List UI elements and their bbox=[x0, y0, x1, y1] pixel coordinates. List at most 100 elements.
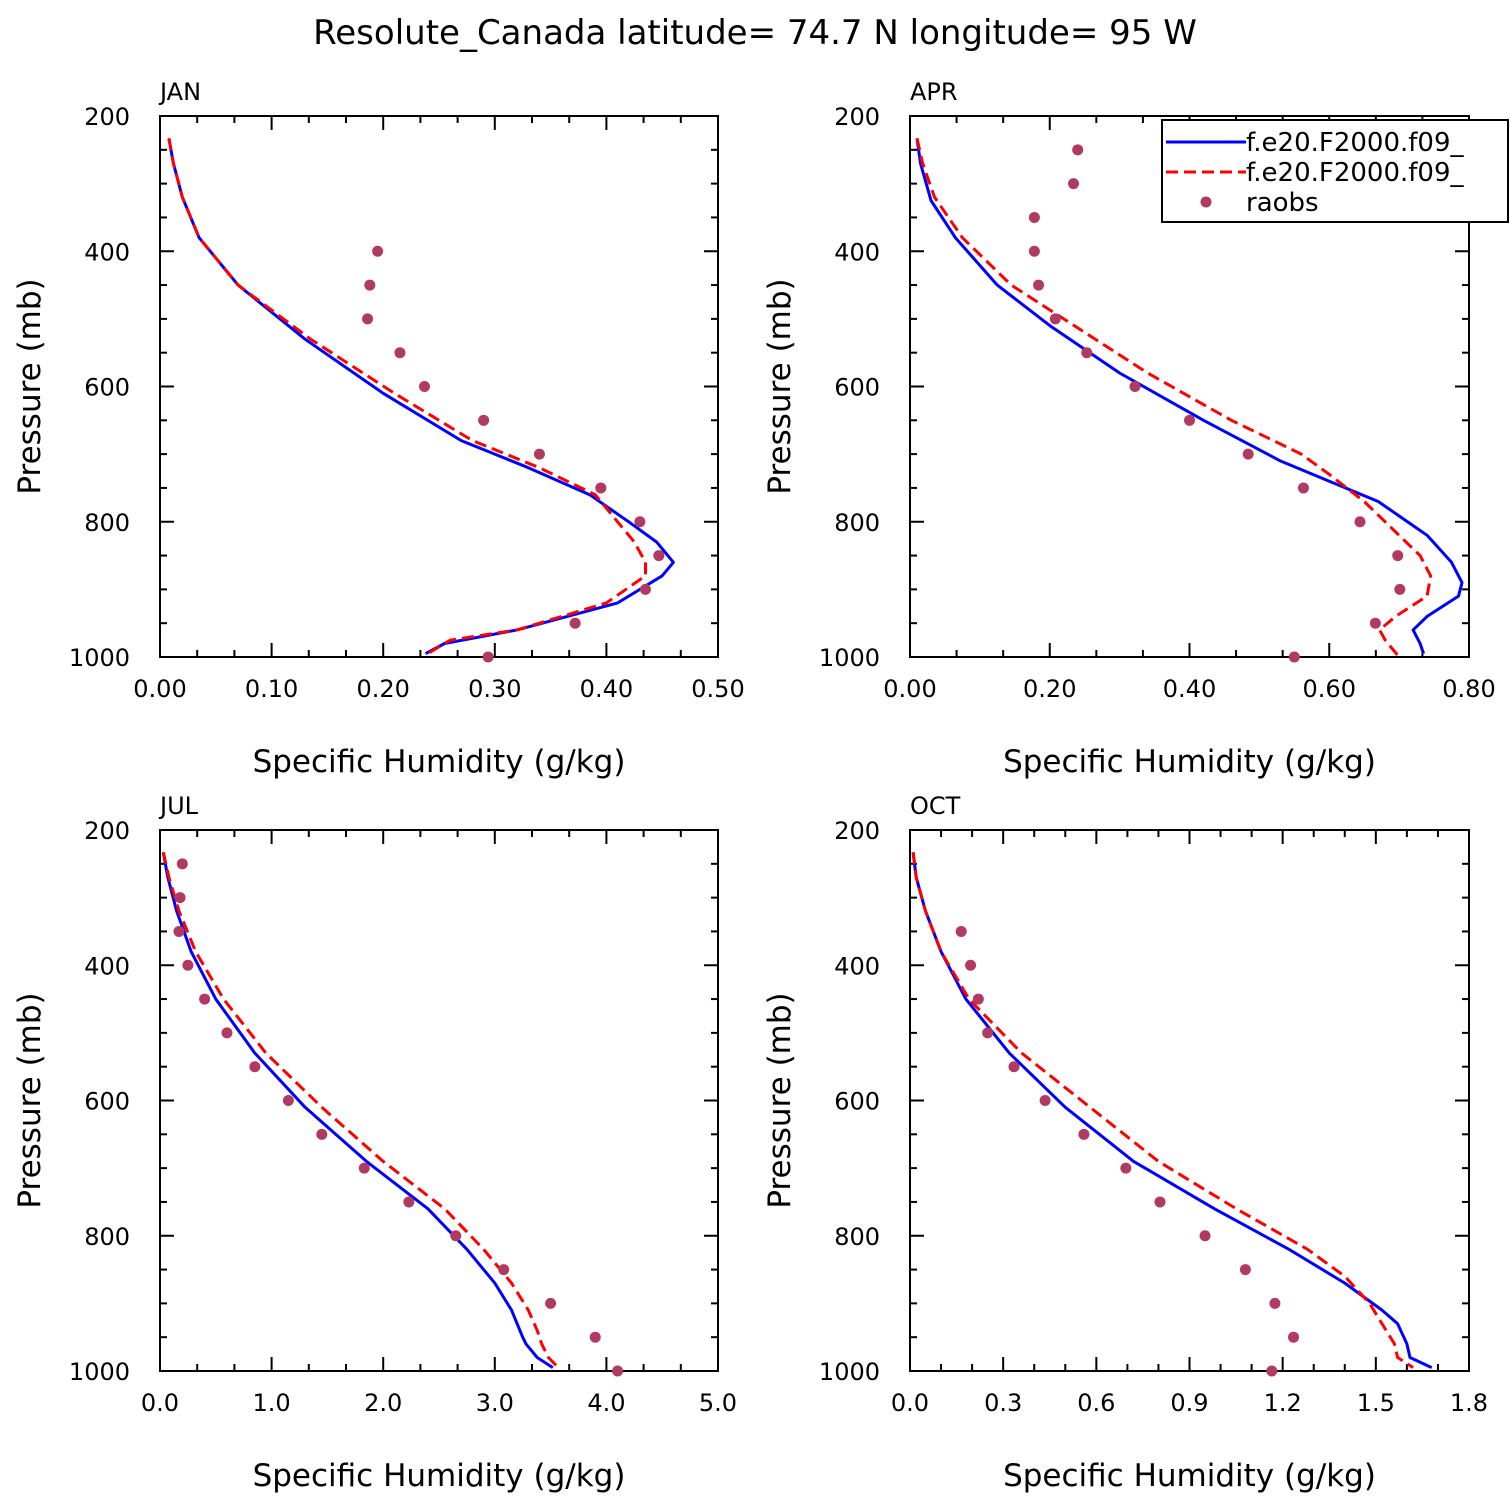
legend-swatch-3 bbox=[1200, 196, 1212, 208]
raobs-point bbox=[174, 892, 186, 904]
y-tick-label: 800 bbox=[834, 509, 880, 537]
series-line-1 bbox=[915, 138, 1464, 655]
x-tick-label: 0.30 bbox=[468, 675, 521, 703]
raobs-point bbox=[199, 993, 211, 1005]
y-tick-label: 600 bbox=[84, 1088, 130, 1116]
x-tick-label: 0.20 bbox=[1023, 675, 1076, 703]
y-axis-title: Pressure (mb) bbox=[12, 992, 48, 1208]
x-tick-label: 0.40 bbox=[580, 675, 633, 703]
raobs-point bbox=[316, 1128, 328, 1140]
raobs-point bbox=[1269, 1297, 1281, 1309]
x-tick-label: 1.0 bbox=[253, 1389, 291, 1417]
legend-entry-2: f.e20.F2000.f09_ bbox=[1246, 158, 1464, 188]
panel-oct: OCT 0.0 0.3 0.6 0.9 1.2 1.5 1.8 200 400 600 800 1000… bbox=[762, 792, 1488, 1494]
raobs-point bbox=[1184, 414, 1195, 426]
panel-jan: JAN 0.00 0.10 0.20 0.30 0.40 0.50 200 400 600 800 1… bbox=[12, 78, 745, 780]
raobs-point bbox=[1049, 313, 1061, 325]
raobs-point bbox=[221, 1027, 233, 1039]
y-tick-label: 800 bbox=[834, 1223, 880, 1251]
raobs-point bbox=[965, 959, 977, 971]
y-tick-label: 1000 bbox=[69, 644, 130, 672]
x-tick-label: 0.20 bbox=[356, 675, 409, 703]
y-tick-label: 400 bbox=[84, 952, 130, 980]
raobs-points bbox=[1028, 144, 1406, 663]
y-axis-title: Pressure (mb) bbox=[12, 278, 48, 494]
series-line-2 bbox=[911, 852, 1414, 1369]
raobs-point bbox=[1154, 1196, 1166, 1208]
y-tick-label: 400 bbox=[834, 238, 880, 266]
y-tick-label: 600 bbox=[834, 374, 880, 402]
y-tick-label: 200 bbox=[834, 103, 880, 131]
raobs-point bbox=[972, 993, 984, 1005]
series-line-1 bbox=[911, 852, 1433, 1369]
raobs-point bbox=[1129, 381, 1141, 392]
x-tick-label: 0.10 bbox=[245, 675, 298, 703]
plot-frame bbox=[909, 829, 1470, 1372]
raobs-point bbox=[498, 1264, 510, 1276]
legend-entry-3: raobs bbox=[1246, 188, 1319, 218]
raobs-point bbox=[362, 313, 374, 325]
raobs-points bbox=[173, 858, 624, 1377]
x-tick-label: 2.0 bbox=[364, 1389, 402, 1417]
panel-label: APR bbox=[910, 78, 958, 106]
y-tick-label: 1000 bbox=[819, 1358, 880, 1386]
raobs-point bbox=[364, 279, 376, 291]
y-tick-label: 200 bbox=[84, 103, 130, 131]
series-line-2 bbox=[915, 137, 1433, 658]
panel-label: JUL bbox=[158, 792, 199, 820]
y-tick-label: 600 bbox=[84, 374, 130, 402]
x-tick-label: 5.0 bbox=[699, 1389, 737, 1417]
raobs-point bbox=[1288, 1331, 1300, 1343]
x-tick-label: 0.60 bbox=[1303, 675, 1356, 703]
raobs-point bbox=[1120, 1162, 1132, 1174]
x-axis-title: Specific Humidity (g/kg) bbox=[253, 1458, 626, 1494]
x-tick-label: 0.00 bbox=[883, 675, 936, 703]
raobs-point bbox=[1394, 583, 1406, 595]
y-axis-title: Pressure (mb) bbox=[762, 278, 798, 494]
x-axis-title: Specific Humidity (g/kg) bbox=[253, 744, 626, 780]
x-tick-label: 0.00 bbox=[133, 675, 186, 703]
x-tick-label: 4.0 bbox=[587, 1389, 625, 1417]
raobs-point bbox=[176, 858, 188, 870]
legend-box bbox=[1161, 119, 1509, 223]
x-tick-label: 0.3 bbox=[984, 1389, 1022, 1417]
raobs-point bbox=[1072, 144, 1084, 156]
raobs-point bbox=[1078, 1128, 1090, 1140]
raobs-point bbox=[1008, 1061, 1020, 1073]
x-axis-title: Specific Humidity (g/kg) bbox=[1003, 1458, 1376, 1494]
raobs-point bbox=[1039, 1095, 1051, 1106]
series-line-1 bbox=[167, 138, 675, 655]
raobs-point bbox=[1081, 347, 1093, 359]
raobs-point bbox=[1199, 1230, 1211, 1242]
panel-label: OCT bbox=[910, 792, 961, 820]
plot-frame bbox=[159, 115, 719, 658]
y-tick-label: 1000 bbox=[819, 644, 880, 672]
x-axis-title: Specific Humidity (g/kg) bbox=[1003, 744, 1376, 780]
raobs-point bbox=[595, 482, 607, 494]
x-tick-label: 0.40 bbox=[1163, 675, 1216, 703]
raobs-point bbox=[533, 448, 545, 460]
raobs-point bbox=[612, 1365, 624, 1377]
x-tick-label: 1.5 bbox=[1357, 1389, 1395, 1417]
raobs-point bbox=[545, 1297, 557, 1309]
raobs-point bbox=[634, 516, 646, 528]
figure-title: Resolute_Canada latitude= 74.7 N longitu… bbox=[313, 13, 1197, 53]
y-tick-label: 200 bbox=[84, 817, 130, 845]
raobs-point bbox=[182, 959, 194, 971]
raobs-point bbox=[450, 1230, 462, 1242]
raobs-point bbox=[1028, 211, 1040, 223]
series-line-2 bbox=[161, 851, 560, 1369]
legend-entry-1: f.e20.F2000.f09_ bbox=[1246, 128, 1464, 158]
panels: JAN 0.00 0.10 0.20 0.30 0.40 0.50 200 400 600 800 1… bbox=[12, 78, 1509, 1494]
raobs-point bbox=[1354, 516, 1366, 528]
x-tick-label: 0.50 bbox=[691, 675, 744, 703]
x-tick-label: 0.9 bbox=[1170, 1389, 1208, 1417]
raobs-point bbox=[1242, 448, 1254, 460]
raobs-point bbox=[653, 550, 665, 562]
legend: f.e20.F2000.f09_f.e20.F2000.f09_raobs bbox=[1161, 119, 1509, 223]
series-line-2 bbox=[167, 138, 647, 655]
panel-label: JAN bbox=[158, 78, 201, 106]
raobs-point bbox=[1033, 279, 1045, 291]
plot-frame bbox=[159, 829, 719, 1372]
